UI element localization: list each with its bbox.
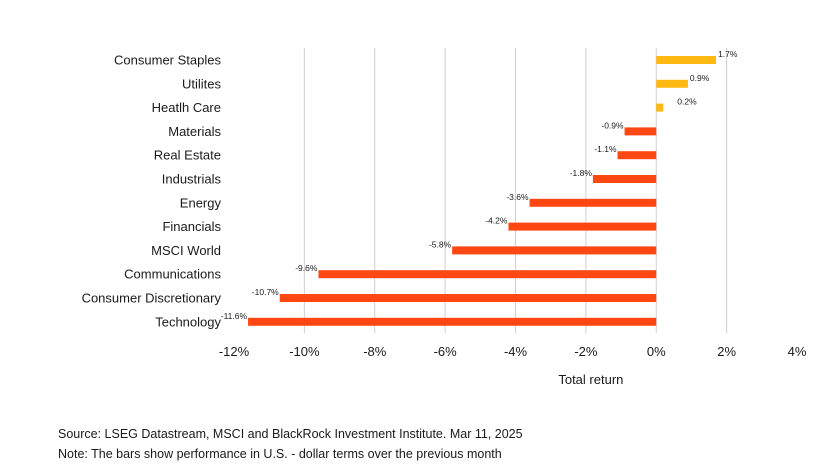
bar — [656, 56, 717, 64]
x-tick-label: -10% — [289, 344, 320, 359]
category-label: Consumer Staples — [114, 53, 221, 68]
category-label: Technology — [155, 314, 221, 329]
x-tick-label: -12% — [219, 344, 250, 359]
value-label: 1.7% — [718, 49, 738, 59]
x-tick-label: 0% — [647, 344, 666, 359]
x-axis-title: Total return — [558, 372, 623, 387]
value-label: -4.2% — [485, 216, 508, 226]
x-tick-label: -4% — [504, 344, 528, 359]
value-label: 0.9% — [690, 73, 710, 83]
category-label: MSCI World — [151, 243, 221, 258]
category-label: Materials — [168, 124, 221, 139]
value-label: -1.1% — [594, 144, 617, 154]
bar — [617, 151, 657, 160]
value-label: -3.6% — [506, 192, 529, 202]
explanatory-note: Note: The bars show performance in U.S. … — [58, 447, 502, 461]
bar-chart: Consumer Staples 1.7% Utilites 0.9% Heatlh C… — [82, 48, 807, 387]
category-label: Energy — [180, 195, 222, 210]
bar — [624, 127, 657, 136]
x-tick-label: 4% — [788, 344, 807, 359]
value-label: -11.6% — [221, 311, 248, 321]
value-label: -5.8% — [429, 239, 452, 249]
x-tick-label: -6% — [434, 344, 458, 359]
category-label: Industrials — [162, 172, 222, 187]
category-label: Financials — [162, 219, 221, 234]
x-tick-label: -2% — [574, 344, 598, 359]
value-label: -10.7% — [252, 287, 279, 297]
value-label: -9.6% — [295, 263, 318, 273]
bar — [529, 198, 657, 207]
category-label: Consumer Discretionary — [82, 291, 222, 306]
value-label: 0.2% — [677, 97, 697, 107]
value-label: -1.8% — [570, 168, 593, 178]
x-tick-label: 2% — [717, 344, 736, 359]
category-label: Heatlh Care — [152, 100, 221, 115]
bar — [656, 79, 688, 88]
bar — [279, 294, 657, 302]
chart-svg: Consumer Staples 1.7% Utilites 0.9% Heatlh C… — [82, 48, 807, 387]
bar — [592, 175, 657, 183]
x-tick-label: -8% — [363, 344, 387, 359]
bar — [508, 222, 657, 231]
category-label: Utilites — [182, 76, 222, 91]
category-label: Communications — [124, 267, 221, 282]
source-note: Source: LSEG Datastream, MSCI and BlackR… — [58, 427, 523, 441]
bar — [452, 246, 657, 255]
value-label: -0.9% — [601, 120, 624, 130]
footnotes: Source: LSEG Datastream, MSCI and BlackR… — [58, 424, 523, 464]
bar — [318, 270, 657, 279]
bar — [656, 103, 664, 112]
category-label: Real Estate — [154, 148, 221, 163]
bar — [248, 317, 657, 326]
